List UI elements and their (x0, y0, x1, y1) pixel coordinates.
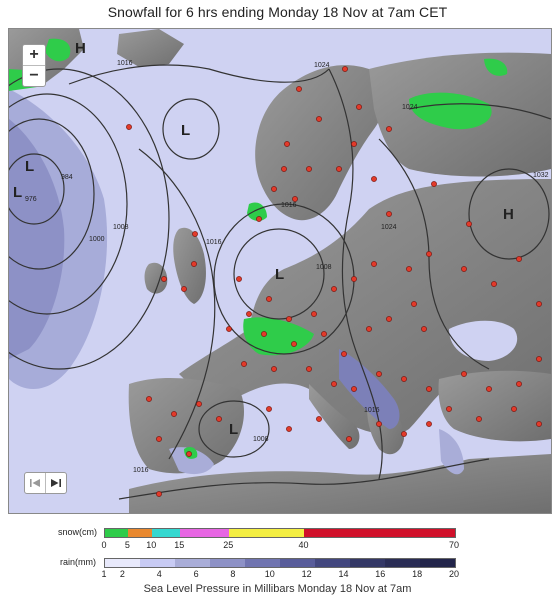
skip-back-icon (30, 479, 40, 487)
rain-legend-tick: 10 (264, 569, 275, 579)
snow-legend-swatch (304, 529, 455, 537)
rain-legend-swatch (245, 559, 280, 567)
snow-legend-tick: 5 (124, 540, 130, 550)
low-center: L (13, 184, 22, 201)
snow-north (484, 58, 508, 76)
rain-band-core (9, 119, 65, 359)
zoom-control: + − (22, 44, 46, 87)
isobar-label: 984 (61, 174, 73, 181)
snow-legend-tick: 40 (298, 540, 309, 550)
rain-legend-tick: 8 (230, 569, 236, 579)
rain-legend-tick: 16 (375, 569, 386, 579)
isobar-label: 1016 (206, 239, 222, 246)
pressure-labels: 1016 1024 1024 1032 984 976 1000 1008 10… (25, 60, 549, 474)
rain-legend-tick: 1 (101, 569, 107, 579)
isobar-label: 1024 (402, 104, 418, 111)
pressure-centers: H L L L H L L (13, 40, 514, 438)
play-forward-icon (51, 479, 61, 487)
rain-legend-tick: 6 (193, 569, 199, 579)
rain-legend-swatch (350, 559, 385, 567)
snow-legend-bar (104, 528, 456, 538)
land-iceland (117, 29, 184, 67)
land-ireland (144, 262, 168, 294)
zoom-in-button[interactable]: + (29, 46, 39, 63)
land-britain (173, 227, 206, 304)
rain-legend-label: rain(mm) (60, 557, 96, 567)
isobar-label: 1000 (89, 236, 105, 243)
snow-legend-tick: 10 (146, 540, 157, 550)
snow-legend-tick: 70 (448, 540, 460, 550)
snow-greenland (45, 38, 71, 62)
skip-back-button[interactable] (25, 473, 45, 493)
rain-east-med (439, 429, 464, 475)
rain-legend-swatch (105, 559, 140, 567)
isobar-label: 1024 (381, 224, 397, 231)
land-scandinavia (255, 65, 385, 221)
snow-alps (243, 317, 314, 356)
isobar-label: 1008 (253, 436, 269, 443)
rain-legend-swatch (420, 559, 455, 567)
map-caption: Sea Level Pressure in Millibars Monday 1… (143, 583, 412, 595)
snow-legend-tick: 15 (174, 540, 185, 550)
snow-legend-swatch (128, 529, 153, 537)
play-forward-button[interactable] (45, 473, 66, 493)
low-center: L (25, 158, 34, 175)
rain-legend-swatch (175, 559, 210, 567)
snow-legend-swatch (229, 529, 305, 537)
isobar-label: 1008 (113, 224, 129, 231)
black-sea (449, 320, 518, 361)
rain-legend-swatch (210, 559, 245, 567)
animation-controls (24, 472, 67, 494)
rain-spain-south (169, 447, 214, 475)
land-turkey (438, 370, 551, 442)
rain-legend-tick: 18 (412, 569, 423, 579)
low-center: L (275, 266, 284, 283)
snow-legend-label: snow(cm) (58, 527, 98, 537)
map-title: Snowfall for 6 hrs ending Monday 18 Nov … (107, 4, 448, 20)
snow-legend-swatch (152, 529, 181, 537)
snow-legend-tick: 0 (101, 540, 107, 550)
high-center: H (75, 40, 86, 57)
low-center: L (181, 122, 190, 139)
rain-legend-swatch (140, 559, 175, 567)
isobar-label: 1016 (364, 407, 380, 414)
high-center: H (503, 206, 514, 223)
isobar-label: 1016 (281, 202, 297, 209)
low-center: L (229, 421, 238, 438)
isobar-label: 1024 (314, 62, 330, 69)
isobar-label: 1016 (117, 60, 133, 67)
rain-legend-swatch (315, 559, 350, 567)
snow-legend-swatch (180, 529, 230, 537)
rain-legend-tick: 14 (338, 569, 349, 579)
snow-legend-tick: 25 (223, 540, 234, 550)
rain-legend-tick: 4 (156, 569, 162, 579)
isobar-label: 1032 (533, 172, 549, 179)
rain-legend-tick: 12 (301, 569, 312, 579)
rain-legend-swatch (280, 559, 315, 567)
snow-legend-swatch (105, 529, 129, 537)
isobar-label: 1016 (133, 467, 149, 474)
isobar-label: 1008 (316, 264, 332, 271)
rain-legend-tick: 2 (119, 569, 125, 579)
rain-legend-bar (104, 558, 456, 568)
rain-legend-swatch (385, 559, 420, 567)
map-canvas: 1016 1024 1024 1032 984 976 1000 1008 10… (9, 29, 551, 513)
snow-russia (409, 92, 492, 130)
land-italy (309, 384, 360, 449)
zoom-out-button[interactable]: − (23, 65, 45, 86)
isobars (9, 64, 551, 500)
isobar-label: 976 (25, 196, 37, 203)
rain-legend-tick: 20 (448, 569, 460, 579)
weather-map[interactable]: 1016 1024 1024 1032 984 976 1000 1008 10… (8, 28, 552, 514)
city-markers (126, 66, 542, 497)
